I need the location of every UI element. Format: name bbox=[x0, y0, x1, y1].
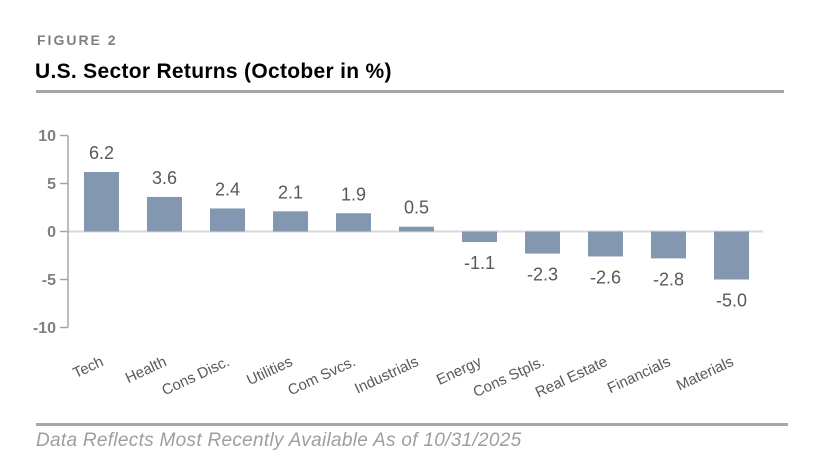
category-label: Com Svcs. bbox=[285, 353, 358, 399]
header-rule bbox=[36, 90, 784, 93]
category-label: Real Estate bbox=[533, 353, 610, 401]
bar bbox=[588, 231, 623, 257]
y-tick-label: 10 bbox=[38, 128, 56, 145]
bar-value-label: -2.8 bbox=[653, 269, 684, 289]
bar-value-label: 2.1 bbox=[278, 182, 303, 202]
chart-title: U.S. Sector Returns (October in %) bbox=[35, 60, 392, 83]
category-label: Materials bbox=[674, 353, 736, 394]
category-label: Industrials bbox=[352, 353, 421, 397]
bar-value-label: 0.5 bbox=[404, 198, 429, 218]
bar bbox=[651, 231, 686, 259]
footnote-text: Data Reflects Most Recently Available As… bbox=[36, 430, 522, 451]
bar bbox=[147, 196, 182, 232]
bar bbox=[525, 231, 560, 254]
category-label: Cons Disc. bbox=[159, 353, 232, 399]
bar bbox=[210, 208, 245, 232]
bar bbox=[462, 231, 497, 243]
bar bbox=[84, 171, 119, 232]
footer-rule bbox=[36, 423, 788, 426]
bar-value-label: 1.9 bbox=[341, 184, 366, 204]
bar bbox=[273, 211, 308, 232]
y-tick-label: -5 bbox=[42, 272, 56, 289]
bar-value-label: -1.1 bbox=[464, 253, 495, 273]
category-label: Financials bbox=[605, 353, 673, 397]
bar-value-label: -5.0 bbox=[716, 291, 747, 311]
bar bbox=[336, 213, 371, 232]
bar-value-label: 6.2 bbox=[89, 143, 114, 163]
bar-value-label: -2.3 bbox=[527, 265, 558, 285]
bar bbox=[714, 231, 749, 280]
bar-value-label: 3.6 bbox=[152, 168, 177, 188]
figure-label: FIGURE 2 bbox=[37, 32, 118, 48]
y-tick-label: -10 bbox=[33, 320, 56, 337]
bar bbox=[399, 226, 434, 232]
category-label: Tech bbox=[70, 353, 106, 382]
bar-value-label: -2.6 bbox=[590, 267, 621, 287]
y-tick-label: 5 bbox=[47, 176, 56, 193]
bar-value-label: 2.4 bbox=[215, 179, 240, 199]
y-tick-label: 0 bbox=[47, 224, 56, 241]
